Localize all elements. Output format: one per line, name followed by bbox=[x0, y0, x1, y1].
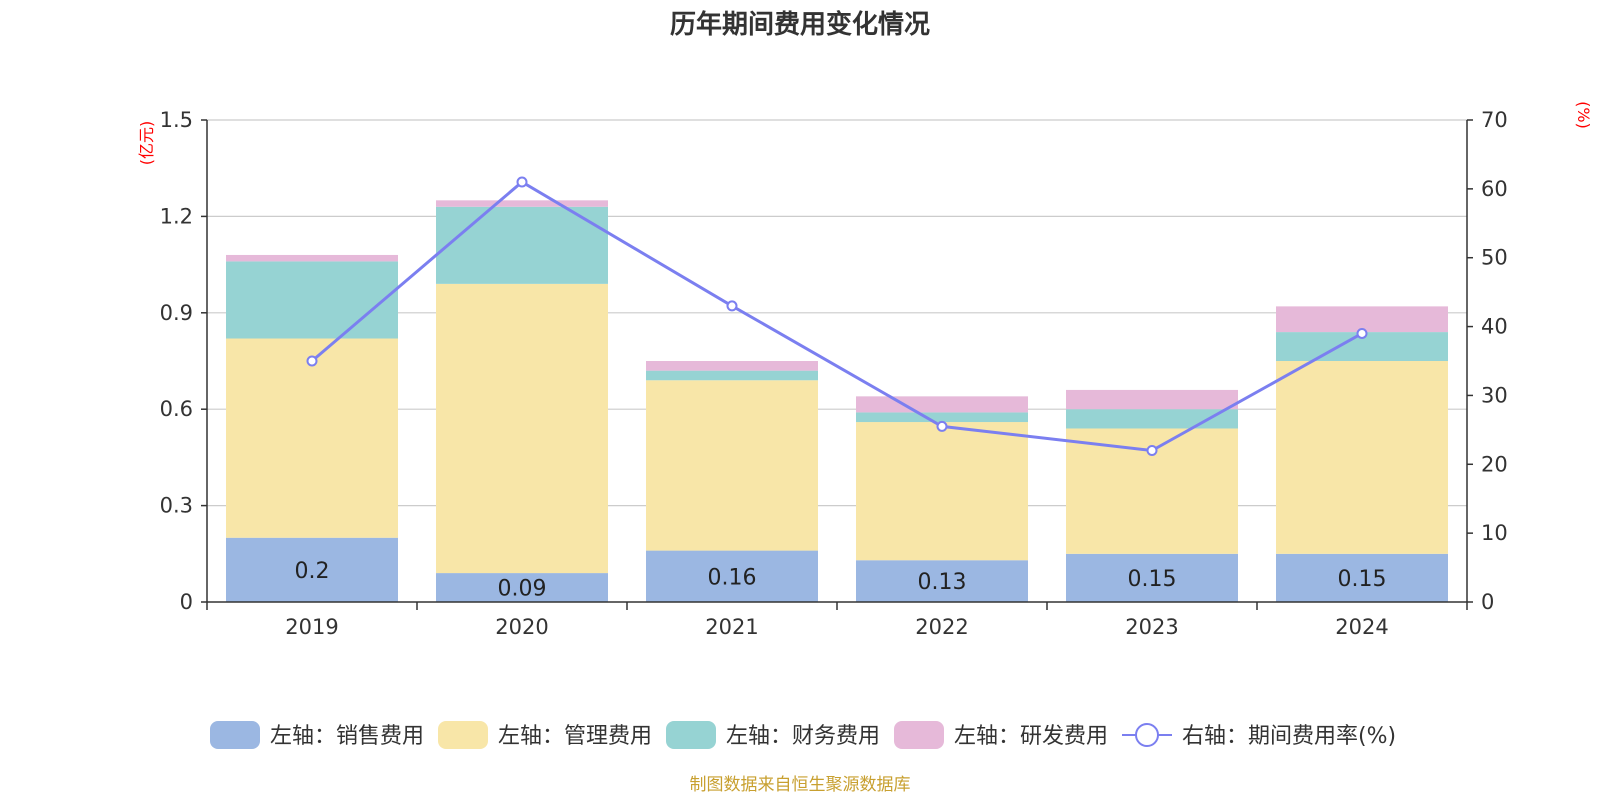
bar-data-label: 0.2 bbox=[295, 559, 330, 584]
bar-data-label: 0.15 bbox=[1128, 567, 1177, 592]
legend-label-5: 右轴：期间费用率(%) bbox=[1182, 724, 1396, 749]
rate-point bbox=[1356, 327, 1368, 339]
bar-segment-2 bbox=[646, 380, 818, 551]
left-tick-label: 0.9 bbox=[160, 301, 193, 325]
bar-segment-1 bbox=[436, 573, 608, 602]
bar-segment-1 bbox=[1066, 553, 1238, 602]
bar-segment-1 bbox=[1276, 553, 1448, 602]
x-tick-label: 2022 bbox=[915, 615, 968, 639]
bar-data-label: 0.16 bbox=[708, 565, 757, 590]
legend-label-1: 左轴：销售费用 bbox=[270, 724, 424, 749]
bar-segment-1 bbox=[646, 550, 818, 602]
left-tick-label: 1.2 bbox=[160, 204, 193, 228]
bar-segment-3 bbox=[856, 412, 1028, 423]
grid-lines bbox=[207, 119, 1467, 507]
right-tick-label: 60 bbox=[1481, 177, 1508, 201]
bar-data-label: 0.15 bbox=[1338, 567, 1387, 592]
legend-label-4: 左轴：研发费用 bbox=[954, 724, 1108, 749]
legend-swatch-4 bbox=[894, 721, 944, 749]
left-tick-label: 0 bbox=[180, 590, 193, 614]
rate-point bbox=[1146, 445, 1158, 457]
rate-point bbox=[726, 300, 738, 312]
bar-segment-4 bbox=[1066, 389, 1238, 410]
x-tick-label: 2021 bbox=[705, 615, 758, 639]
bar-segment-2 bbox=[1276, 361, 1448, 554]
bar-segment-3 bbox=[646, 370, 818, 381]
x-tick-label: 2024 bbox=[1335, 615, 1388, 639]
bar-segment-3 bbox=[436, 206, 608, 284]
x-tick-label: 2020 bbox=[495, 615, 548, 639]
right-tick-label: 30 bbox=[1481, 383, 1508, 407]
legend-marker bbox=[1135, 723, 1159, 747]
bar-segment-2 bbox=[856, 422, 1028, 561]
right-tick-label: 70 bbox=[1481, 108, 1508, 132]
rate-point bbox=[516, 176, 528, 188]
right-tick-label: 10 bbox=[1481, 521, 1508, 545]
left-tick-label: 0.3 bbox=[160, 494, 193, 518]
chart-title: 历年期间费用变化情况 bbox=[670, 9, 930, 40]
bar-segment-3 bbox=[1066, 409, 1238, 429]
right-tick-label: 50 bbox=[1481, 246, 1508, 270]
bar-segment-1 bbox=[856, 560, 1028, 602]
rate-point bbox=[306, 355, 318, 367]
legend-swatch-3 bbox=[666, 721, 716, 749]
rate-line bbox=[311, 180, 1363, 453]
bar-data-label: 0.09 bbox=[498, 577, 547, 602]
axes-group: 0 0.3 0.6 0.9 1.2 1.5 0 10 20 30 40 50 60 70 2019 2020 2… bbox=[160, 108, 1508, 639]
bar-segment-4 bbox=[646, 361, 818, 371]
bar-segment-4 bbox=[436, 200, 608, 207]
bar-data-label: 0.13 bbox=[918, 570, 967, 595]
x-tick-label: 2023 bbox=[1125, 615, 1178, 639]
bar-segment-4 bbox=[226, 254, 398, 262]
bar-segment-4 bbox=[1276, 306, 1448, 333]
right-tick-label: 40 bbox=[1481, 315, 1508, 339]
legend: 左轴：销售费用 左轴：管理费用 左轴：财务费用 左轴：研发费用 右轴：期间费用率(%) bbox=[210, 721, 1396, 749]
legend-label-3: 左轴：财务费用 bbox=[726, 724, 880, 749]
bar-segment-4 bbox=[856, 396, 1028, 413]
legend-swatch-1 bbox=[210, 721, 260, 749]
bars-group: 0.2 0.09 0.16 0.13 0.15 0.15 bbox=[226, 200, 1448, 602]
left-axis-unit: (亿元) bbox=[137, 121, 156, 166]
bar-segment-2 bbox=[226, 338, 398, 538]
source-note: 制图数据来自恒生聚源数据库 bbox=[690, 775, 911, 795]
right-tick-label: 0 bbox=[1481, 590, 1494, 614]
bar-segment-3 bbox=[226, 261, 398, 339]
legend-label-2: 左轴：管理费用 bbox=[498, 724, 652, 749]
bar-segment-1 bbox=[226, 537, 398, 602]
bar-segment-2 bbox=[436, 283, 608, 574]
rate-line-group bbox=[306, 176, 1368, 457]
right-axis-unit: (%) bbox=[1574, 101, 1593, 129]
right-tick-label: 20 bbox=[1481, 452, 1508, 476]
left-tick-label: 1.5 bbox=[160, 108, 193, 132]
legend-swatch-2 bbox=[438, 721, 488, 749]
x-tick-label: 2019 bbox=[285, 615, 338, 639]
left-tick-label: 0.6 bbox=[160, 397, 193, 421]
rate-point bbox=[936, 420, 948, 432]
